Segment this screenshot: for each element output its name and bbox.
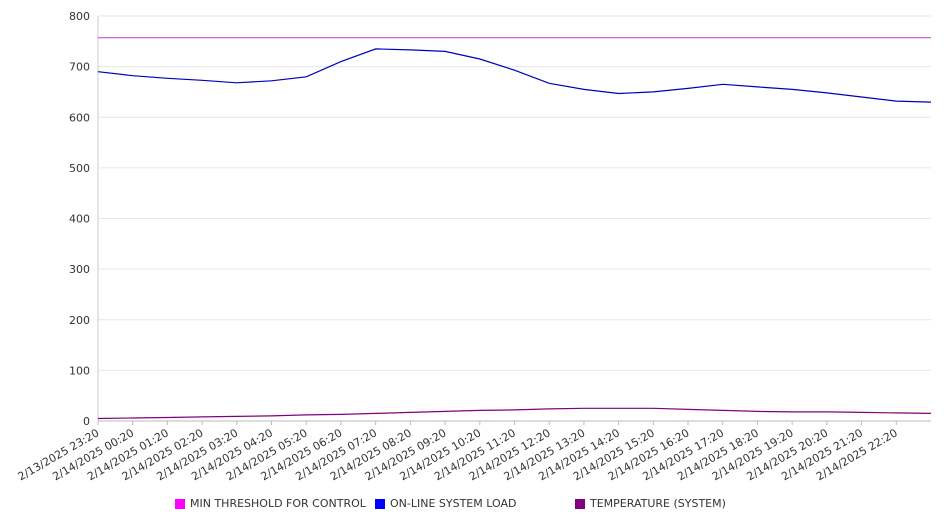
legend-item-temperature: TEMPERATURE (SYSTEM) — [575, 497, 726, 510]
y-tick-label: 300 — [69, 263, 90, 276]
legend-swatch-min-threshold — [175, 498, 185, 509]
series-line-2 — [97, 407, 932, 420]
legend-swatch-system-load — [375, 498, 385, 509]
y-tick-label: 100 — [69, 364, 90, 377]
y-tick-labels: 0 100 200 300 400 500 600 700 800 — [69, 10, 90, 428]
x-tick-labels: 2/13/2025 23:202/14/2025 00:202/14/2025 … — [16, 426, 900, 483]
legend-swatch-temperature — [575, 498, 585, 509]
series-lines — [97, 37, 932, 420]
y-tick-label: 200 — [69, 314, 90, 327]
axes — [97, 16, 931, 425]
legend: MIN THRESHOLD FOR CONTROL ON-LINE SYSTEM… — [0, 497, 946, 515]
series-line-1 — [97, 48, 932, 103]
y-tick-label: 800 — [69, 10, 90, 23]
legend-item-min-threshold: MIN THRESHOLD FOR CONTROL — [175, 497, 366, 510]
legend-label-min-threshold: MIN THRESHOLD FOR CONTROL — [190, 497, 366, 510]
y-tick-label: 400 — [69, 213, 90, 226]
legend-label-system-load: ON-LINE SYSTEM LOAD — [390, 497, 517, 510]
y-tick-label: 700 — [69, 61, 90, 74]
legend-item-system-load: ON-LINE SYSTEM LOAD — [375, 497, 516, 510]
y-tick-label: 500 — [69, 162, 90, 175]
grid-lines — [98, 15, 931, 422]
y-tick-label: 0 — [83, 415, 90, 428]
y-tick-label: 600 — [69, 111, 90, 124]
line-chart: 0 100 200 300 400 500 600 700 800 2/13/2025 23:2… — [16, 10, 932, 483]
legend-label-temperature: TEMPERATURE (SYSTEM) — [590, 497, 726, 510]
